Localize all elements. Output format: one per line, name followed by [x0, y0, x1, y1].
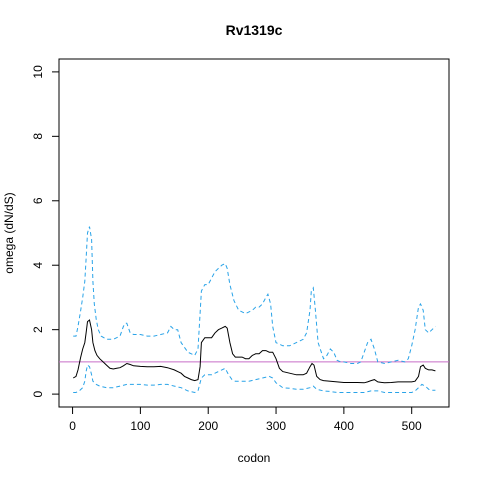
x-tick-label: 400 [334, 419, 354, 433]
y-tick-label: 2 [31, 326, 45, 333]
chart-title: Rv1319c [226, 22, 283, 38]
series-line-lower-ci [73, 364, 436, 394]
x-axis: 0 100 200 300 400 500 [69, 407, 422, 433]
y-tick-label: 8 [31, 133, 45, 140]
plot-area [59, 226, 449, 394]
x-tick-label: 500 [402, 419, 422, 433]
y-tick-label: 6 [31, 197, 45, 204]
series-line-upper-ci [73, 226, 436, 365]
x-tick-label: 0 [69, 419, 76, 433]
x-axis-label: codon [238, 451, 271, 465]
y-axis-label: omega (dN/dS) [2, 192, 16, 273]
y-tick-label: 0 [31, 390, 45, 397]
x-tick-label: 300 [266, 419, 286, 433]
x-tick-label: 100 [130, 419, 150, 433]
y-tick-label: 10 [31, 65, 45, 79]
series-line-mean [72, 319, 436, 384]
y-axis: 0 2 4 6 8 10 [31, 65, 59, 397]
x-tick-label: 200 [198, 419, 218, 433]
plot-frame [58, 58, 450, 408]
y-tick-label: 4 [31, 262, 45, 269]
